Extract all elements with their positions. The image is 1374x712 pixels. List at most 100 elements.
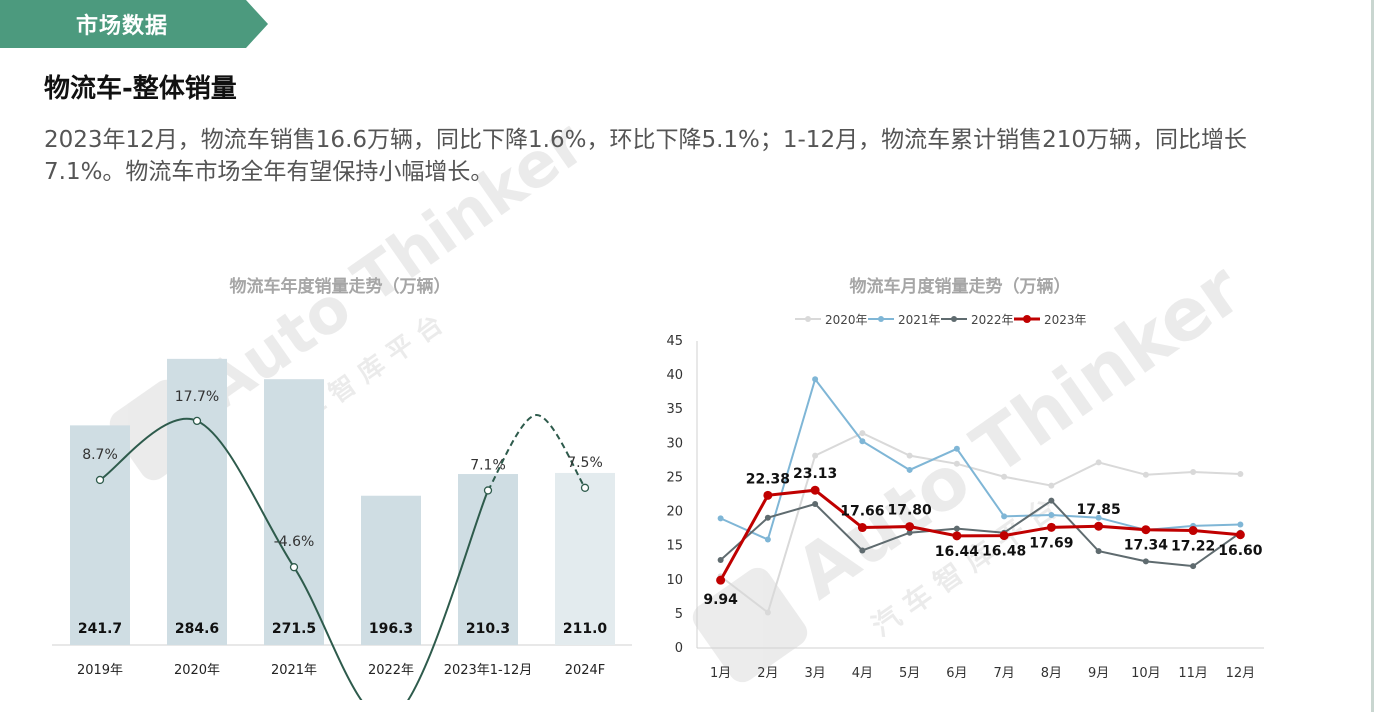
series-point [859, 438, 866, 445]
bar-2023年1-12月 [458, 474, 518, 645]
x-tick-label: 6月 [946, 666, 967, 681]
series-point [812, 452, 819, 459]
x-tick-label: 2021年 [271, 663, 317, 678]
bar-value-label: 284.6 [175, 621, 219, 637]
series-point [953, 525, 960, 532]
growth-point [483, 486, 493, 495]
series-point [764, 514, 771, 521]
x-tick-label: 5月 [899, 666, 920, 681]
legend-entry: 2021年 [898, 313, 941, 327]
x-tick-label: 2月 [757, 666, 778, 681]
series-point [810, 485, 820, 495]
x-tick-label: 4月 [852, 666, 873, 681]
series-point [859, 547, 866, 554]
y-tick-label: 25 [666, 470, 683, 485]
series-point [1095, 548, 1102, 555]
series-point [1094, 521, 1104, 531]
bar-value-label: 210.3 [466, 621, 510, 637]
series-point [1142, 558, 1149, 565]
series-point [812, 376, 819, 383]
bar-2022年 [361, 495, 421, 645]
series-point [716, 575, 726, 585]
series-point [1095, 459, 1102, 466]
section-banner: 市场数据 [0, 0, 268, 48]
y-tick-label: 45 [666, 334, 683, 349]
right-border [1371, 0, 1374, 712]
summary-text: 2023年12月，物流车销售16.6万辆，同比下降1.6%，环比下降5.1%；1… [44, 127, 1247, 185]
data-label: 17.66 [840, 504, 884, 520]
data-label: 23.13 [793, 466, 837, 482]
bar-value-label: 271.5 [272, 621, 316, 637]
growth-label: 7.1% [470, 457, 506, 473]
x-tick-label: 11月 [1178, 666, 1208, 681]
growth-line [99, 417, 489, 700]
series-point [717, 556, 724, 563]
y-tick-label: 15 [666, 539, 683, 554]
series-point [999, 531, 1009, 541]
growth-forecast-line [487, 413, 586, 491]
growth-point [580, 483, 590, 492]
series-point [1048, 497, 1055, 504]
series-point [1001, 513, 1008, 520]
data-label: 16.44 [935, 544, 980, 560]
x-tick-label: 2022年 [368, 663, 414, 678]
series-point [764, 609, 771, 616]
series-point [764, 536, 771, 543]
series-point [1141, 525, 1151, 535]
growth-label: 7.5% [567, 455, 603, 471]
series-point [1188, 526, 1198, 536]
growth-label: -4.6% [274, 534, 315, 550]
series-point [906, 452, 913, 459]
page-title: 物流车-整体销量 [44, 74, 237, 104]
series-line-2022年 [719, 499, 1241, 568]
data-label: 17.22 [1171, 539, 1215, 555]
legend-entry: 2020年 [825, 313, 868, 327]
y-tick-label: 0 [675, 641, 683, 656]
legend-swatch-marker [951, 316, 957, 322]
series-point [1095, 514, 1102, 521]
bar-2024F [555, 472, 615, 645]
series-point [859, 430, 866, 437]
annual-chart-title: 物流车年度销量走势（万辆） [229, 277, 451, 297]
x-tick-label: 2019年 [77, 663, 123, 678]
growth-point [95, 475, 105, 485]
series-point [1237, 471, 1244, 478]
x-tick-label: 2020年 [174, 663, 220, 678]
data-label: 22.38 [746, 471, 790, 487]
series-point [763, 490, 773, 500]
monthly-chart-title: 物流车月度销量走势（万辆） [849, 277, 1071, 297]
data-label: 17.85 [1076, 502, 1120, 518]
series-point [717, 515, 724, 522]
x-tick-label: 8月 [1041, 666, 1062, 681]
series-point [906, 466, 913, 473]
series-point [953, 460, 960, 467]
series-point [1235, 530, 1245, 540]
banner-label: 市场数据 [76, 14, 169, 39]
y-tick-label: 40 [666, 368, 683, 383]
x-tick-label: 12月 [1226, 666, 1256, 681]
y-tick-label: 10 [666, 573, 683, 588]
growth-point [289, 563, 299, 572]
y-tick-label: 5 [675, 607, 683, 622]
series-point [1048, 511, 1055, 518]
data-label: 17.80 [887, 503, 932, 519]
banner-arrow-shape [0, 0, 268, 48]
series-point [1142, 471, 1149, 478]
series-point [1190, 563, 1197, 570]
legend-entry: 2022年 [971, 313, 1014, 327]
data-label: 16.60 [1218, 543, 1263, 559]
annual-sales-chart: 241.7 2019年 284.6 2020年 271.5 2021年 196.3 2022年… [52, 358, 632, 700]
data-label: 17.69 [1029, 535, 1073, 551]
x-tick-label: 1月 [710, 666, 731, 681]
y-tick-label: 20 [666, 505, 683, 520]
legend-swatch-marker [805, 316, 811, 322]
series-point [1190, 468, 1197, 475]
bar-value-label: 211.0 [563, 621, 608, 637]
series-point [953, 445, 960, 452]
series-line-2023年 [719, 488, 1241, 581]
series-point [1048, 482, 1055, 489]
growth-label: 17.7% [175, 389, 219, 405]
monthly-sales-chart: 0 5 10 15 20 25 30 35 40 45 1月 2月 3月 4月 5月 6月 7月 8月 9月 10月 1… [666, 313, 1264, 681]
data-label: 16.48 [982, 544, 1026, 560]
bar-value-label: 196.3 [369, 621, 413, 637]
